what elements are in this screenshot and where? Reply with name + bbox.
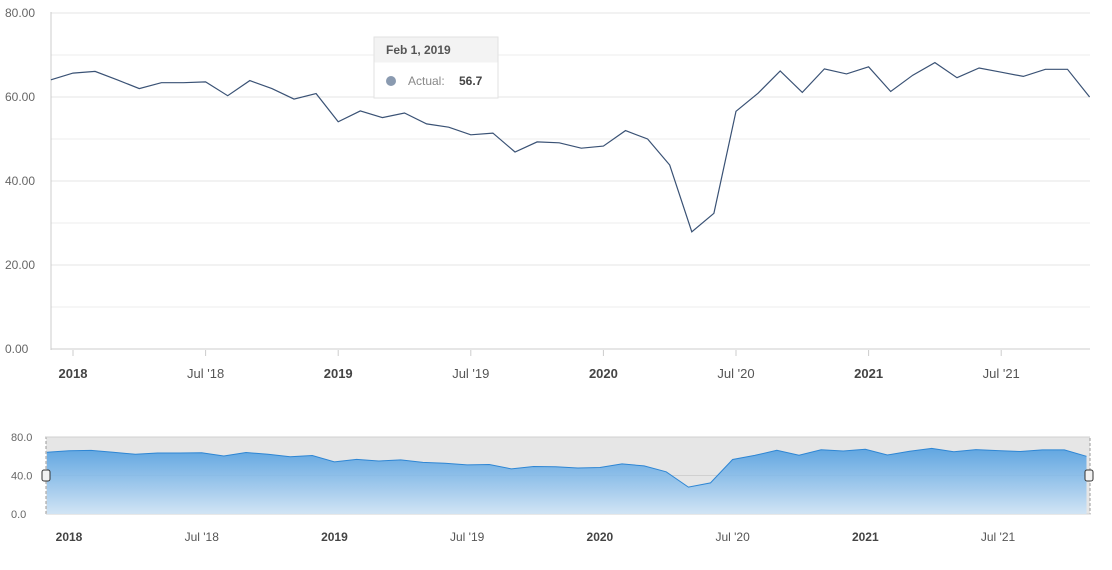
navigator-x-tick-label: 2018 bbox=[56, 530, 83, 544]
tooltip-date: Feb 1, 2019 bbox=[386, 43, 451, 57]
y-tick-label: 20.00 bbox=[5, 258, 35, 272]
x-tick-label: Jul '20 bbox=[717, 366, 754, 381]
y-tick-label: 0.00 bbox=[5, 342, 29, 356]
tooltip-value: 56.7 bbox=[459, 74, 483, 88]
x-axis-ticks bbox=[72, 350, 1002, 356]
x-tick-label: 2018 bbox=[59, 366, 88, 381]
x-tick-label: 2021 bbox=[854, 366, 883, 381]
x-tick-label: Jul '21 bbox=[983, 366, 1020, 381]
y-tick-label: 60.00 bbox=[5, 90, 35, 104]
tooltip-series-label: Actual: bbox=[408, 74, 445, 88]
x-tick-label: Jul '18 bbox=[187, 366, 224, 381]
navigator-x-tick-label: Jul '20 bbox=[715, 530, 750, 544]
navigator-right-handle[interactable] bbox=[1084, 469, 1094, 482]
y-tick-label: 80.00 bbox=[5, 6, 35, 20]
tooltip-marker bbox=[386, 76, 396, 86]
navigator-x-labels: 2018 Jul '18 2019 Jul '19 2020 Jul '20 2021 Jul… bbox=[56, 530, 1016, 544]
y-axis-labels: 0.00 20.00 40.00 60.00 80.00 bbox=[5, 6, 35, 356]
x-tick-label: 2019 bbox=[324, 366, 353, 381]
navigator-y-labels: 0.0 40.0 80.0 bbox=[11, 432, 32, 521]
x-axis-labels: 2018 Jul '18 2019 Jul '19 2020 Jul '20 2021 Jul… bbox=[59, 366, 1020, 381]
navigator-x-tick-label: Jul '21 bbox=[981, 530, 1016, 544]
navigator-line bbox=[46, 447, 1087, 488]
navigator-x-tick-label: Jul '19 bbox=[450, 530, 485, 544]
navigator-y-tick-label: 0.0 bbox=[11, 509, 26, 521]
navigator-area bbox=[46, 448, 1087, 514]
tooltip: Feb 1, 2019 Actual: 56.7 bbox=[373, 36, 499, 99]
y-tick-label: 40.00 bbox=[5, 174, 35, 188]
tooltip-header bbox=[374, 37, 498, 63]
series-line-actual[interactable] bbox=[50, 61, 1091, 233]
x-tick-label: Jul '19 bbox=[452, 366, 489, 381]
main-gridlines bbox=[51, 12, 1090, 350]
navigator-x-tick-label: 2021 bbox=[852, 530, 879, 544]
navigator-x-tick-label: Jul '18 bbox=[185, 530, 220, 544]
navigator[interactable]: 0.0 40.0 80.0 2018 Jul '18 2019 Jul '19 2020 Ju… bbox=[11, 432, 1094, 544]
navigator-y-tick-label: 80.0 bbox=[11, 432, 32, 444]
navigator-y-tick-label: 40.0 bbox=[11, 471, 32, 483]
navigator-left-handle[interactable] bbox=[41, 469, 51, 482]
x-tick-label: 2020 bbox=[589, 366, 618, 381]
navigator-x-tick-label: 2019 bbox=[321, 530, 348, 544]
navigator-x-tick-label: 2020 bbox=[587, 530, 614, 544]
